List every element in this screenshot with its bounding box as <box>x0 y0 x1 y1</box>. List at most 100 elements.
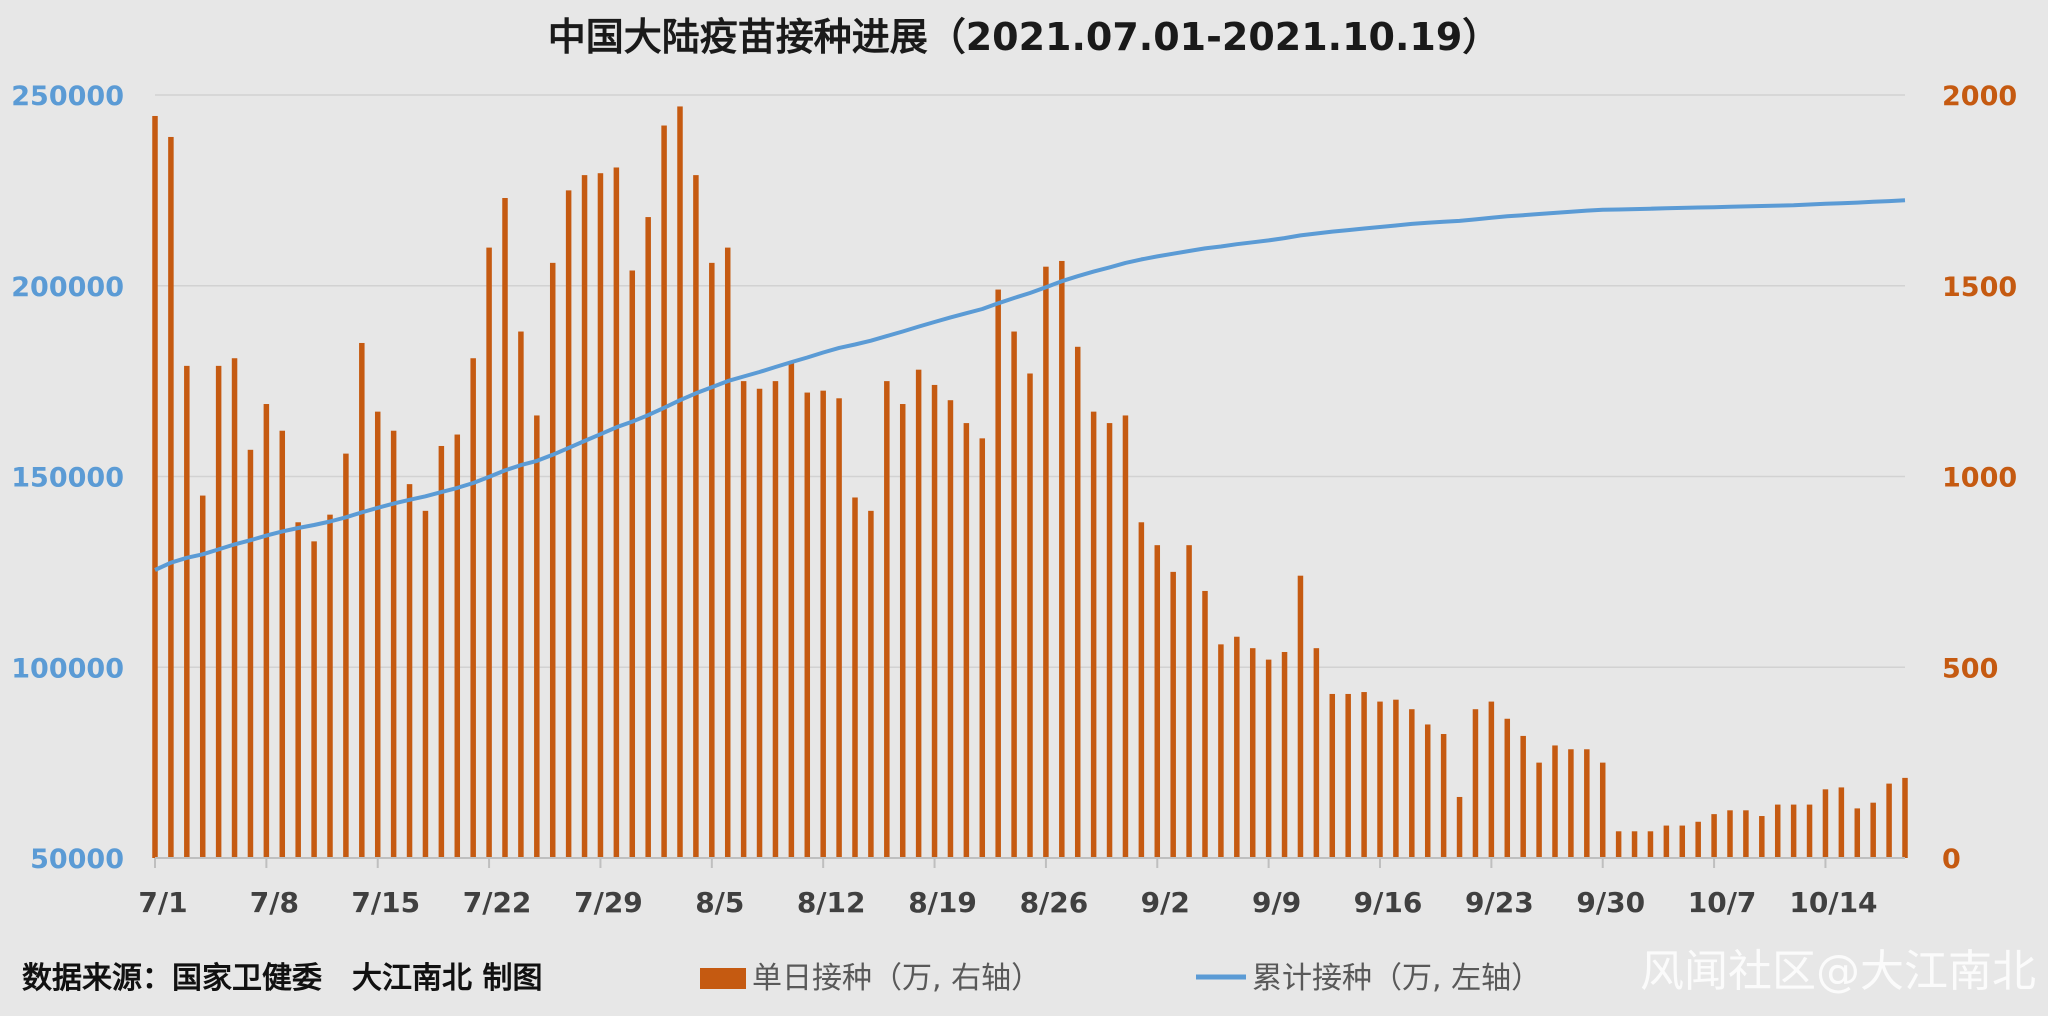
daily-bar <box>215 365 222 858</box>
x-axis-ticks: 7/1 7/8 7/15 7/22 7/29 8/5 8/12 8/19 8/26 9/2 9/9 9… <box>138 886 1877 919</box>
daily-bar <box>422 510 429 858</box>
daily-bar <box>263 404 270 858</box>
x-tick-label: 10/14 <box>1789 886 1877 919</box>
daily-bar <box>915 369 922 858</box>
daily-bar <box>311 541 317 858</box>
chart-title: 中国大陆疫苗接种进展（2021.07.01-2021.10.19） <box>548 15 1501 59</box>
daily-bar <box>1059 260 1065 858</box>
daily-bar <box>1663 825 1670 858</box>
daily-bar <box>931 384 938 858</box>
daily-bar <box>1631 831 1638 858</box>
daily-bar <box>724 247 731 859</box>
daily-bar <box>1440 734 1447 858</box>
daily-bar <box>1170 571 1176 858</box>
daily-bar <box>709 262 715 858</box>
daily-bar <box>1090 411 1097 858</box>
daily-bar <box>247 449 254 858</box>
daily-bar <box>1806 804 1813 858</box>
daily-bar <box>1552 745 1558 858</box>
daily-bar <box>1043 266 1049 858</box>
daily-bar <box>1599 762 1606 858</box>
x-tick-label: 9/16 <box>1354 886 1423 919</box>
right-tick-label: 1500 <box>1942 272 2017 303</box>
daily-bar <box>979 438 986 858</box>
x-tick-label: 8/19 <box>908 886 977 919</box>
daily-bar <box>374 411 381 858</box>
x-tick-label: 7/1 <box>138 886 187 919</box>
daily-bar <box>486 247 492 859</box>
x-tick-label: 10/7 <box>1688 886 1757 919</box>
daily-bar <box>1297 575 1304 858</box>
x-tick-label: 9/2 <box>1141 886 1190 919</box>
daily-bar <box>1329 693 1336 858</box>
daily-bar <box>1870 802 1876 858</box>
daily-bar <box>1456 796 1463 858</box>
daily-bar <box>152 115 158 859</box>
daily-bar <box>1854 808 1861 858</box>
daily-bar <box>1647 831 1654 858</box>
daily-bar <box>1520 735 1526 858</box>
daily-bar <box>868 510 874 858</box>
daily-bar <box>1249 648 1256 858</box>
daily-bar <box>1615 831 1622 858</box>
daily-bar <box>1584 749 1590 858</box>
daily-bar <box>804 392 811 858</box>
right-axis-ticks: 0 500 1000 1500 2000 <box>1942 81 2017 875</box>
source-note: 数据来源：国家卫健委 大江南北 制图 <box>22 961 542 996</box>
daily-bar <box>1122 415 1129 858</box>
daily-bar <box>836 398 842 858</box>
daily-bar <box>1504 718 1511 858</box>
daily-bar <box>534 415 540 858</box>
daily-bar <box>645 217 651 858</box>
daily-bar <box>1281 651 1288 858</box>
daily-bar <box>1234 636 1240 858</box>
daily-bar <box>756 388 763 858</box>
daily-bar <box>629 270 636 858</box>
daily-bar <box>1218 644 1224 858</box>
daily-bar <box>1886 783 1892 858</box>
x-tick-label: 9/9 <box>1252 886 1301 919</box>
daily-bar <box>884 381 890 858</box>
daily-bar <box>1074 346 1081 858</box>
daily-bar <box>295 522 301 858</box>
daily-bar <box>1202 590 1208 858</box>
daily-bar <box>1377 701 1383 858</box>
daily-bar <box>1265 659 1272 858</box>
daily-bar <box>1106 423 1113 858</box>
legend-bar-label: 单日接种（万, 右轴） <box>752 961 1041 996</box>
x-tick-label: 8/12 <box>797 886 866 919</box>
daily-bar <box>454 434 461 858</box>
daily-bar <box>1838 787 1845 858</box>
daily-bar <box>597 173 604 858</box>
daily-bar <box>231 358 238 858</box>
daily-bars <box>152 106 1908 859</box>
daily-bar <box>406 484 413 858</box>
daily-bar <box>1774 804 1781 858</box>
legend: 单日接种（万, 右轴） 累计接种（万, 左轴） <box>700 961 1541 996</box>
daily-bar <box>1822 789 1829 858</box>
x-tick-label: 8/5 <box>695 886 744 919</box>
daily-bar <box>995 289 1001 858</box>
daily-bar <box>199 495 206 858</box>
x-tick-label: 7/22 <box>463 886 532 919</box>
daily-bar <box>168 136 174 859</box>
x-tick-marks <box>154 858 1827 868</box>
x-tick-label: 7/29 <box>574 886 643 919</box>
x-tick-label: 9/23 <box>1465 886 1534 919</box>
daily-bar <box>1186 545 1192 858</box>
daily-bar <box>581 175 588 859</box>
left-tick-label: 50000 <box>30 844 124 875</box>
daily-bar <box>1154 545 1161 858</box>
daily-bar <box>899 404 906 858</box>
daily-bar <box>852 497 858 858</box>
daily-bar <box>359 342 365 859</box>
left-tick-label: 150000 <box>11 463 124 494</box>
daily-bar <box>438 445 445 858</box>
daily-bar <box>677 106 683 858</box>
daily-bar <box>772 381 779 858</box>
daily-bar <box>1790 804 1797 858</box>
daily-bar <box>1409 709 1415 858</box>
daily-bar <box>565 190 572 858</box>
daily-bar <box>1313 648 1320 858</box>
